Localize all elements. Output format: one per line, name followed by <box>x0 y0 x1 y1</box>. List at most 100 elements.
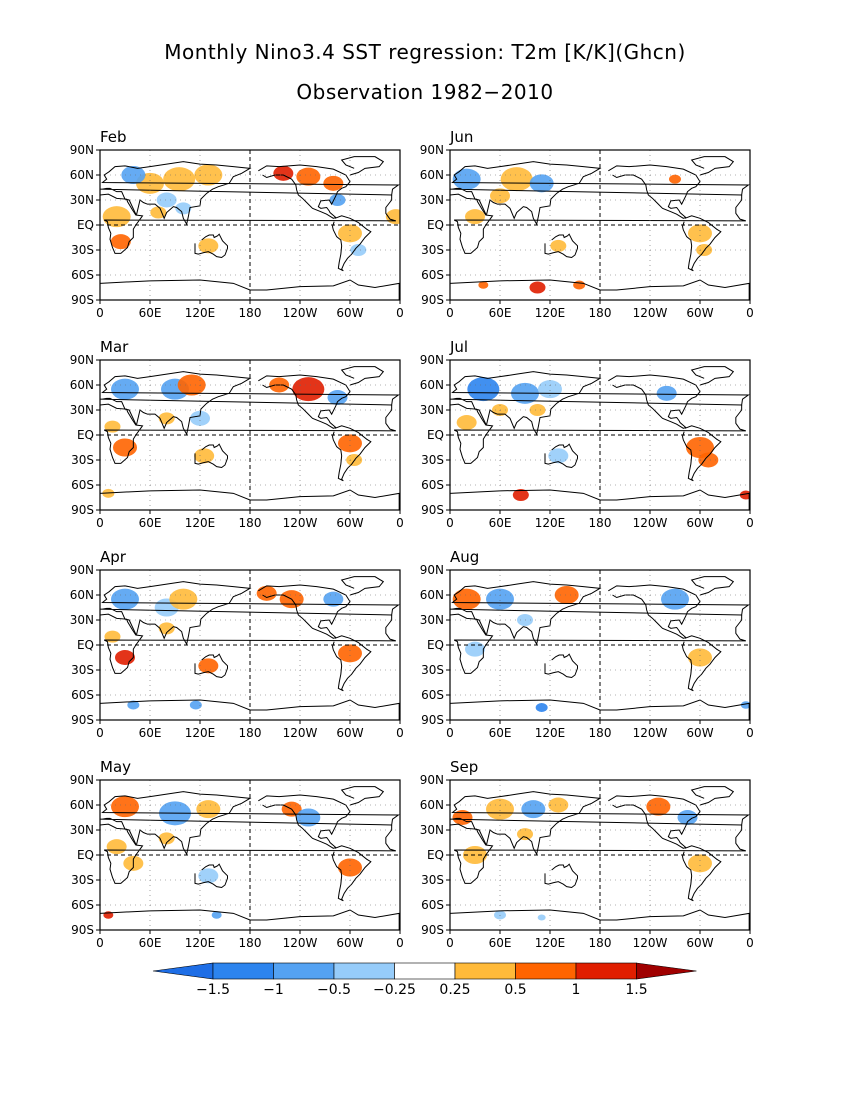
y-tick-label: 90S <box>71 293 94 307</box>
colorbar-arrow-right <box>636 962 697 980</box>
y-tick-label: 90S <box>71 503 94 517</box>
anomaly-patch <box>573 280 586 290</box>
y-tick-label: 60S <box>421 268 444 282</box>
y-tick-label: EQ <box>77 638 94 652</box>
coastline <box>331 635 372 692</box>
x-tick-label: 120W <box>283 726 318 740</box>
anomaly-patch <box>127 700 140 710</box>
coastline <box>331 215 372 272</box>
coastline <box>100 161 400 226</box>
coastline <box>331 425 372 482</box>
coastline <box>331 845 372 902</box>
x-tick-label: 60W <box>336 306 363 320</box>
coastline <box>100 279 400 300</box>
x-tick-label: 120E <box>535 726 566 740</box>
anomaly-patch <box>698 452 719 468</box>
y-tick-label: 90N <box>70 563 94 577</box>
anomaly-patch <box>669 174 681 184</box>
y-tick-label: 60S <box>71 268 94 282</box>
anomaly-patch <box>177 374 206 396</box>
anomaly-patch <box>111 796 139 818</box>
panel-label: Jul <box>449 338 468 356</box>
anomaly-patch <box>256 585 277 601</box>
y-tick-label: 60S <box>71 478 94 492</box>
y-tick-label: 60S <box>421 688 444 702</box>
figure-subtitle: Observation 1982−2010 <box>296 80 554 104</box>
y-tick-label: 90S <box>421 293 444 307</box>
x-tick-label: 60E <box>489 306 512 320</box>
coastline <box>450 581 750 646</box>
y-tick-label: 30S <box>71 243 94 257</box>
y-tick-label: 60N <box>70 168 94 182</box>
anomaly-patch <box>115 650 135 665</box>
coastline <box>681 425 722 482</box>
anomaly-patch <box>198 868 219 884</box>
anomaly-patch <box>323 591 344 607</box>
coastline <box>194 443 228 469</box>
coastline <box>194 233 228 259</box>
coastline <box>681 215 722 272</box>
x-tick-label: 60E <box>489 516 512 530</box>
x-tick-label: 120E <box>535 936 566 950</box>
coastline <box>450 279 750 300</box>
y-tick-label: 30N <box>70 823 94 837</box>
anomaly-patch <box>111 588 139 610</box>
y-tick-label: 60N <box>70 588 94 602</box>
y-tick-label: 30N <box>70 403 94 417</box>
y-tick-label: EQ <box>427 428 444 442</box>
anomaly-patch <box>158 622 175 635</box>
x-tick-label: 120E <box>185 306 216 320</box>
anomaly-patch <box>198 658 219 674</box>
anomaly-patch <box>385 209 400 225</box>
anomaly-patch <box>338 644 362 663</box>
y-tick-label: 60N <box>420 378 444 392</box>
x-tick-label: 0 <box>746 516 754 530</box>
y-tick-label: EQ <box>77 428 94 442</box>
coastline <box>194 653 228 679</box>
anomaly-patch <box>158 832 175 845</box>
x-tick-label: 60E <box>139 306 162 320</box>
coastline <box>450 791 750 856</box>
anomaly-patch <box>329 194 346 206</box>
coastline <box>100 791 400 856</box>
anomaly-patch <box>456 415 477 430</box>
anomaly-patch <box>517 828 533 841</box>
coastline <box>544 863 578 889</box>
x-tick-label: 0 <box>396 516 404 530</box>
anomaly-patch <box>323 175 344 191</box>
anomaly-patch <box>486 798 514 820</box>
coastline <box>544 233 578 259</box>
x-tick-label: 60E <box>139 726 162 740</box>
x-tick-label: 120E <box>535 516 566 530</box>
anomaly-patch <box>529 281 546 294</box>
coastline <box>100 193 396 254</box>
y-tick-label: 30S <box>421 243 444 257</box>
anomaly-patch <box>452 588 481 610</box>
coastline <box>450 613 746 674</box>
x-tick-label: 60W <box>336 516 363 530</box>
colorbar-label: 0.5 <box>504 982 526 998</box>
panel-label: Aug <box>450 548 479 566</box>
coastline <box>450 699 750 720</box>
y-tick-label: 60S <box>71 688 94 702</box>
anomaly-patch <box>163 167 196 192</box>
coastline <box>681 635 722 692</box>
y-tick-label: 90S <box>421 503 444 517</box>
x-tick-label: 60E <box>489 936 512 950</box>
anomaly-patch <box>452 168 481 190</box>
coastline <box>690 576 735 596</box>
colorbar-label: 1 <box>572 982 581 998</box>
anomaly-patch <box>190 410 210 426</box>
x-tick-label: 180 <box>589 516 612 530</box>
anomaly-patch <box>110 234 131 250</box>
y-tick-label: 90S <box>421 923 444 937</box>
anomaly-patch <box>169 588 198 610</box>
x-tick-label: 60E <box>489 726 512 740</box>
colorbar-label: −0.5 <box>317 982 351 998</box>
